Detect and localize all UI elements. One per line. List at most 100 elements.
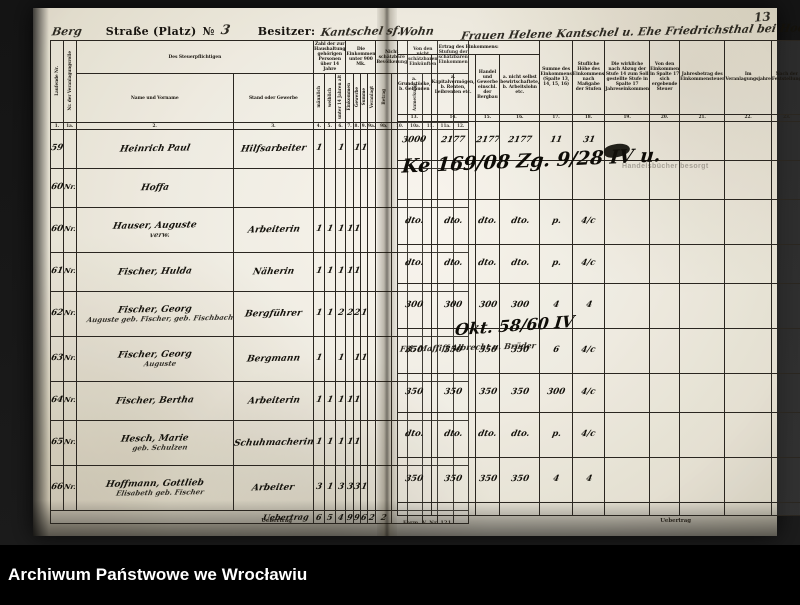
colnum: 22. [724,113,772,122]
colnum: 17. [539,113,573,122]
empty-cell [367,336,377,383]
occupation-cell: Arbeiter [232,465,315,512]
name-cell: Fischer, Bertha [75,381,234,422]
amount-cell: dto. [499,411,541,458]
amount-cell: 350 [474,372,501,413]
empty-cell [649,456,681,503]
count-cell: 1 [323,207,336,254]
count-cell [323,129,336,170]
empty-cell [770,159,800,200]
th-stufe: Stufliche Höhe des Einkommens nach Maßga… [571,40,606,115]
empty-cell [375,465,393,512]
empty-cell [679,372,726,413]
count-cell: 1 [313,129,325,170]
amount-cell: 350 [430,372,476,413]
empty-cell [367,381,377,422]
right-page-header: Wohn Frauen Helene Kantschel u. Ehe Frie… [395,16,800,42]
count-cell: 1 [323,420,336,467]
amount-cell [604,120,651,161]
sum-empty [499,501,541,516]
name-cell: Heinrich Paul [75,129,234,170]
watermark-text: Archiwum Państwowe we Wrocławiu [8,565,308,584]
empty-cell [367,168,377,209]
empty-cell [724,198,772,245]
empty-cell [367,291,377,338]
amount-cell: 6 [539,327,573,374]
count-cell: 1 [334,252,347,293]
count-cell: 2 [334,291,347,338]
colnum: 15. [474,113,501,122]
watermark-bar: Archiwum Państwowe we Wrocławiu [0,545,800,605]
empty-cell [375,168,393,209]
colnum: 16. [499,113,541,122]
row-number-cell: 60 [50,207,64,254]
left-page: Berg Straße (Platz) № 3 Besitzer: Kantsc… [48,8,469,536]
sum-empty [679,501,726,516]
amount-cell: 300 [539,372,573,413]
row-number-cell: 60 [50,168,64,209]
sum-value: 9 [352,510,361,525]
amount-cell: 2177 [499,120,541,161]
count-cell: 3 [345,465,354,512]
name-cell: Hauser, Auguste verw. [75,207,234,254]
th-c16: a. nicht selbst bewirtschaftete, b. Arbe… [499,54,541,115]
th-male: männlich [313,73,325,124]
sum-value: 6 [359,510,369,525]
empty-cell [679,120,726,161]
empty-cell [724,372,772,413]
right-uebertrag-label: Uebertrag [660,518,691,524]
empty-cell [679,159,726,200]
table-row[interactable]: dto.dto.dto.dto.p.4/c4.9.75 CoselDr. Bre… [397,411,800,458]
amount-cell: dto. [499,198,541,245]
empty-cell [679,411,726,458]
empty-cell [375,420,393,467]
th-stand: Stand oder Gewerbe [232,73,315,124]
th-roll-nr: Nr. der Veranlagungsrolle [62,39,77,124]
right-table-head: Ertrag des Einkommens: Summe des Einkomm… [396,39,800,122]
amount-cell: 4 [539,456,573,503]
sum-empty [571,501,606,516]
table-row[interactable]: dto.dto.dto.dto.p.4/c4.9.78 BreslauStuhl [397,243,800,284]
empty-cell [649,120,681,161]
colnum: 13. [397,113,432,122]
table-row[interactable]: 300300300300445.1.42 BreslauStuhl [397,282,800,329]
empty-cell [770,282,800,329]
empty-cell [679,198,726,245]
colnum: 4. [313,122,325,131]
count-cell: 1 [352,336,361,383]
right-page: 13 Wohn Frauen Helene Kantschel u. Ehe F… [395,8,800,536]
table-row[interactable]: dto.dto.dto.dto.p.4/c1.12.78 BreslauStuh… [397,198,800,245]
th-personal: Die wirkliche nach Abzug der Stufe 14 zu… [604,40,651,115]
table-row[interactable]: Handelsbücher besorgt [397,159,800,200]
occupation-cell: Hilfsarbeiter [232,129,315,170]
amount-cell: p. [539,243,573,284]
th-steuer: Von den Einkommen in Spalte 17 sich erge… [649,40,681,115]
empty-cell [724,411,772,458]
amount-cell [571,159,606,200]
th-taxpayer-group: Des Steuerpflichtigen [75,39,315,75]
count-cell: 1 [313,291,325,338]
table-row[interactable]: 3503503503504426.6.77 Gurkender Kaiser [397,456,800,503]
empty-cell [770,120,800,161]
sum-empty [604,501,651,516]
th-c10: Betrag [375,73,393,124]
name-cell: Hesch, Marie geb. Schulzen [75,420,234,467]
amount-cell: 4/c [571,198,606,245]
count-cell [359,207,369,254]
empty-cell [649,327,681,374]
row-number-cell: 66 [50,465,64,512]
amount-cell [604,198,651,245]
sum-value: 4 [334,510,347,525]
amount-cell [604,456,651,503]
colnum: 7. [345,122,354,131]
empty-cell [649,282,681,329]
empty-cell [367,252,377,293]
table-row[interactable]: 3000217721772177113116.9.78 BreslauStuhl [397,120,800,161]
th-income-under-group: Die Einkommen unter 900 Mk. [345,39,377,75]
amount-cell: 4/c [571,327,606,374]
roll-number-cell: Nr. [62,465,77,512]
amount-cell: dto. [499,243,541,284]
